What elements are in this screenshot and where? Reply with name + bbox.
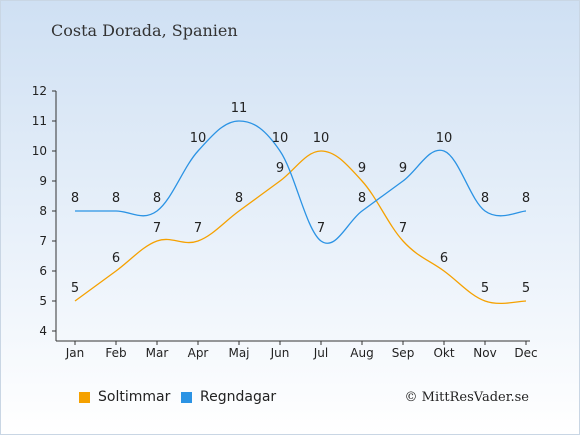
credit-text: © MittResVader.se: [404, 390, 529, 405]
data-label-soltimmar: 6: [440, 251, 448, 266]
legend-swatch-soltimmar: [79, 391, 90, 403]
data-label-regndagar: 9: [399, 161, 407, 176]
data-label-regndagar: 8: [112, 191, 120, 206]
data-label-regndagar: 8: [481, 191, 489, 206]
y-tick-label: 4: [39, 324, 47, 338]
data-label-soltimmar: 9: [276, 161, 284, 176]
data-label-regndagar: 10: [436, 131, 453, 146]
y-tick-label: 6: [39, 264, 47, 278]
series-line-soltimmar: [74, 150, 527, 305]
x-tick-label: Apr: [188, 346, 209, 360]
x-tick-label: Nov: [473, 346, 496, 360]
y-tick-label: 9: [39, 174, 47, 188]
legend-swatch-regndagar: [181, 391, 192, 403]
data-label-regndagar: 7: [317, 221, 325, 236]
legend-label-soltimmar: Soltimmar: [98, 389, 171, 405]
series-line-regndagar: [74, 120, 527, 244]
x-tick-label: Okt: [433, 346, 454, 360]
x-tick-label: Feb: [105, 346, 126, 360]
y-tick-label: 11: [32, 114, 47, 128]
y-tick-label: 5: [39, 294, 47, 308]
legend-label-regndagar: Regndagar: [200, 389, 277, 405]
legend-item-regndagar: Regndagar: [181, 389, 276, 405]
x-tick-label: Aug: [350, 346, 373, 360]
x-tick-label: Maj: [228, 346, 249, 360]
y-tick-label: 12: [32, 84, 47, 98]
data-label-soltimmar: 10: [313, 131, 330, 146]
x-tick-label: Jan: [65, 346, 85, 360]
data-label-soltimmar: 8: [235, 191, 243, 206]
x-tick-label: Sep: [392, 346, 415, 360]
data-label-regndagar: 10: [190, 131, 207, 146]
data-label-soltimmar: 7: [399, 221, 407, 236]
x-tick-label: Dec: [514, 346, 537, 360]
data-label-regndagar: 8: [358, 191, 366, 206]
x-tick-label: Jul: [313, 346, 328, 360]
x-tick-label: Mar: [146, 346, 169, 360]
data-label-soltimmar: 7: [194, 221, 202, 236]
data-label-regndagar: 8: [71, 191, 79, 206]
data-label-soltimmar: 5: [522, 281, 530, 296]
y-tick-label: 7: [39, 234, 47, 248]
data-label-regndagar: 11: [231, 101, 248, 116]
data-label-soltimmar: 9: [358, 161, 366, 176]
data-label-regndagar: 8: [153, 191, 161, 206]
chart-title: Costa Dorada, Spanien: [51, 21, 238, 40]
legend-item-soltimmar: Soltimmar: [79, 389, 170, 405]
data-label-soltimmar: 7: [153, 221, 161, 236]
data-label-regndagar: 8: [522, 191, 530, 206]
data-label-regndagar: 10: [272, 131, 289, 146]
data-label-soltimmar: 5: [481, 281, 489, 296]
y-tick-label: 10: [32, 144, 47, 158]
data-label-soltimmar: 5: [71, 281, 79, 296]
y-tick-label: 8: [39, 204, 47, 218]
x-tick-label: Jun: [270, 346, 290, 360]
data-label-soltimmar: 6: [112, 251, 120, 266]
